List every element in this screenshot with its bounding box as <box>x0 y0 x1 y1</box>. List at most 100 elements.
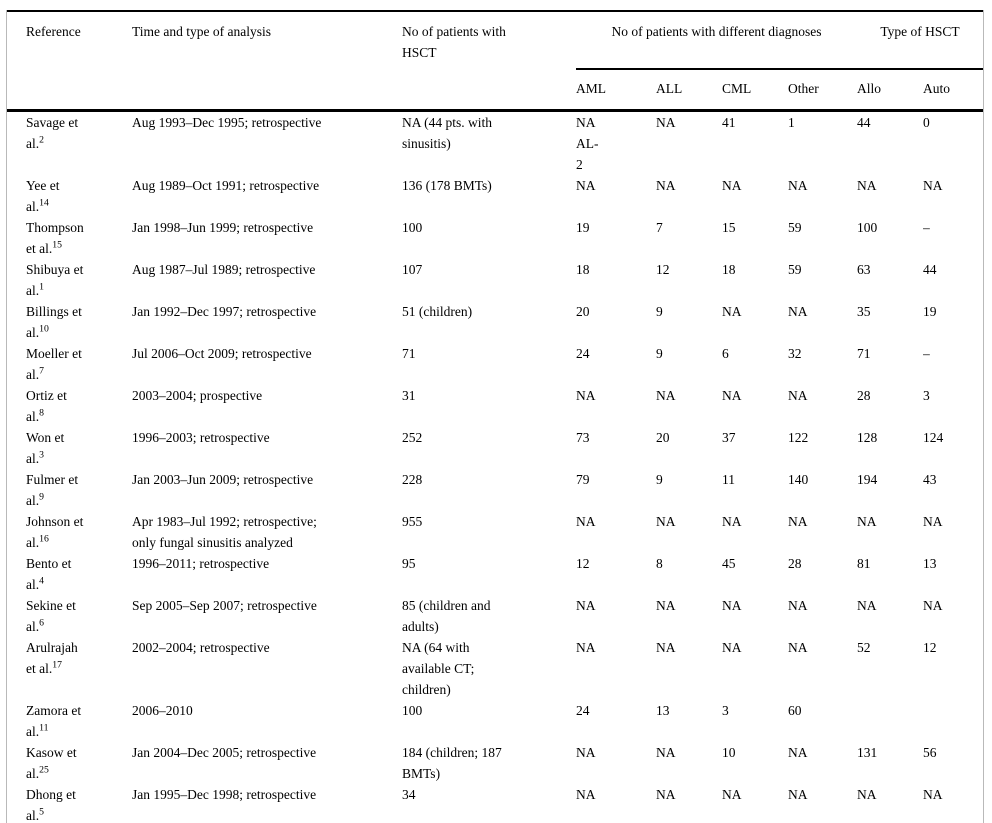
reference-citation-number: 9 <box>39 491 44 503</box>
time-analysis-cell: Jan 1998–Jun 1999; retrospective <box>132 220 314 235</box>
reference-text: al. <box>26 535 40 550</box>
auto-cell: – <box>923 220 930 235</box>
table-row: Won et al.3 1996–2003; retrospective 252 … <box>7 427 983 469</box>
reference-text: al. <box>26 766 40 781</box>
allo-cell: 28 <box>857 388 871 403</box>
reference-citation-number: 16 <box>39 533 49 545</box>
reference-text: al. <box>26 136 40 151</box>
table-row: Arulrajah et al.17 2002–2004; retrospecti… <box>7 637 983 700</box>
all-cell: 9 <box>656 304 663 319</box>
table-row: Fulmer et al.9 Jan 2003–Jun 2009; retrosp… <box>7 469 983 511</box>
allo-cell: 71 <box>857 346 871 361</box>
time-analysis-cell: Aug 1987–Jul 1989; retrospective <box>132 262 316 277</box>
time-analysis-cell: Jan 1992–Dec 1997; retrospective <box>132 304 317 319</box>
table-row: Bento et al.4 1996–2011; retrospective 95… <box>7 553 983 595</box>
auto-cell: NA <box>923 787 943 802</box>
all-cell: 12 <box>656 262 670 277</box>
reference-citation-number: 3 <box>39 449 44 461</box>
patients-hsct-cell: 955 <box>402 514 423 529</box>
time-analysis-cell: Aug 1993–Dec 1995; retrospective <box>132 115 322 130</box>
other-cell: 60 <box>788 703 802 718</box>
aml-cell: 12 <box>576 556 590 571</box>
auto-cell: 19 <box>923 304 937 319</box>
reference-cell: Ortiz et al.8 <box>7 385 132 427</box>
patients-hsct-cell: 71 <box>402 346 416 361</box>
allo-cell: 194 <box>857 472 878 487</box>
allo-cell: 44 <box>857 115 871 130</box>
cml-cell: NA <box>722 178 742 193</box>
reference-cell: Sekine et al.6 <box>7 595 132 637</box>
cml-cell: 11 <box>722 472 735 487</box>
time-analysis-cell: Jan 1995–Dec 1998; retrospective <box>132 787 317 802</box>
table-row: Thompson et al.15 Jan 1998–Jun 1999; retr… <box>7 217 983 259</box>
other-cell: 1 <box>788 115 795 130</box>
cml-cell: NA <box>722 598 742 613</box>
table-row: Kasow et al.25 Jan 2004–Dec 2005; retrosp… <box>7 742 983 784</box>
time-analysis-cell: Apr 1983–Jul 1992; retrospective; only f… <box>132 514 317 550</box>
allo-cell: NA <box>857 178 877 193</box>
reference-cell: Bento et al.4 <box>7 553 132 595</box>
table-row: Ortiz et al.8 2003–2004; prospective 31 N… <box>7 385 983 427</box>
patients-hsct-cell: 100 <box>402 220 423 235</box>
aml-cell: 73 <box>576 430 590 445</box>
auto-cell: NA <box>923 514 943 529</box>
auto-cell: 0 <box>923 115 930 130</box>
reference-citation-number: 10 <box>39 323 49 335</box>
reference-text: Kasow et <box>26 745 77 760</box>
reference-citation-number: 4 <box>39 575 44 587</box>
allo-cell: 52 <box>857 640 871 655</box>
allo-cell: 131 <box>857 745 878 760</box>
reference-cell: Shibuya et al.1 <box>7 259 132 301</box>
patients-hsct-cell: 85 (children and adults) <box>402 598 491 634</box>
patients-hsct-cell: 34 <box>402 787 416 802</box>
all-cell: 20 <box>656 430 670 445</box>
header-time-type: Time and type of analysis <box>132 24 271 39</box>
time-analysis-cell: 1996–2011; retrospective <box>132 556 270 571</box>
reference-text: Arulrajah <box>26 640 78 655</box>
reference-text: Dhong et <box>26 787 76 802</box>
reference-text: Won et <box>26 430 65 445</box>
header-all: ALL <box>656 81 683 96</box>
patients-hsct-cell: 184 (children; 187 BMTs) <box>402 745 502 781</box>
reference-cell: Thompson et al.15 <box>7 217 132 259</box>
cml-cell: 45 <box>722 556 736 571</box>
patients-hsct-cell: 136 (178 BMTs) <box>402 178 492 193</box>
patients-hsct-cell: 31 <box>402 388 416 403</box>
reference-text: al. <box>26 493 40 508</box>
other-cell: NA <box>788 304 808 319</box>
patients-hsct-cell: 51 (children) <box>402 304 473 319</box>
allo-cell: 63 <box>857 262 871 277</box>
allo-cell: 81 <box>857 556 871 571</box>
all-cell: 8 <box>656 556 663 571</box>
other-cell: NA <box>788 787 808 802</box>
reference-citation-number: 5 <box>39 806 44 818</box>
header-allo: Allo <box>857 81 882 96</box>
all-cell: 9 <box>656 346 663 361</box>
reference-text: al. <box>26 619 40 634</box>
time-analysis-cell: 1996–2003; retrospective <box>132 430 270 445</box>
other-cell: NA <box>788 640 808 655</box>
other-cell: NA <box>788 745 808 760</box>
reference-text: al. <box>26 409 40 424</box>
reference-citation-number: 11 <box>39 722 49 734</box>
other-cell: 32 <box>788 346 802 361</box>
reference-text: et al. <box>26 241 53 256</box>
all-cell: 7 <box>656 220 663 235</box>
cml-cell: NA <box>722 388 742 403</box>
patients-hsct-cell: 95 <box>402 556 416 571</box>
aml-cell: 19 <box>576 220 590 235</box>
cml-cell: 6 <box>722 346 729 361</box>
reference-cell: Savage et al.2 <box>7 111 132 176</box>
reference-text: Billings et <box>26 304 82 319</box>
cml-cell: NA <box>722 304 742 319</box>
reference-citation-number: 17 <box>52 659 62 671</box>
auto-cell: 43 <box>923 472 937 487</box>
patients-hsct-cell: 252 <box>402 430 423 445</box>
aml-cell: 18 <box>576 262 590 277</box>
aml-cell: NA <box>576 178 596 193</box>
reference-citation-number: 8 <box>39 407 44 419</box>
aml-cell: NA AL- 2 <box>576 115 599 172</box>
header-other: Other <box>788 81 819 96</box>
other-cell: NA <box>788 388 808 403</box>
time-analysis-cell: Jan 2003–Jun 2009; retrospective <box>132 472 314 487</box>
